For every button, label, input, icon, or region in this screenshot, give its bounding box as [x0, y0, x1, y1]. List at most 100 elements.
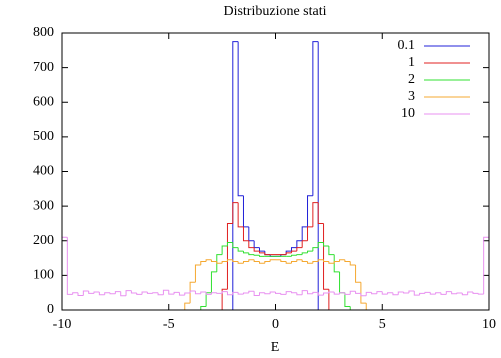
legend-label: 10 — [401, 106, 415, 121]
histogram-step — [339, 292, 345, 295]
histogram-step — [226, 259, 233, 262]
histogram-step — [210, 271, 217, 293]
histogram-step — [248, 226, 255, 242]
histogram-step — [296, 259, 303, 262]
histogram-step — [307, 226, 313, 241]
y-tick-label: 100 — [33, 268, 54, 283]
histogram-step — [221, 261, 228, 264]
histogram-step — [355, 264, 361, 283]
histogram-step — [258, 292, 265, 296]
histogram-step — [307, 261, 313, 264]
histogram-step — [312, 291, 319, 294]
histogram-step — [349, 306, 356, 311]
histogram-step — [467, 291, 473, 295]
histogram-step — [173, 291, 180, 295]
histogram-step — [323, 242, 329, 247]
y-tick-label: 300 — [33, 198, 54, 213]
histogram-step — [258, 255, 265, 257]
histogram-step — [392, 292, 399, 296]
histogram-step — [291, 254, 297, 257]
histogram-step — [413, 290, 420, 296]
histogram-step — [226, 222, 233, 290]
histogram-step — [328, 291, 335, 294]
histogram-step — [307, 250, 313, 253]
histogram-step — [381, 291, 388, 295]
histogram-step — [291, 247, 297, 252]
histogram-step — [136, 293, 143, 295]
histogram-step — [258, 247, 265, 252]
legend-label: 3 — [408, 89, 415, 104]
histogram-step — [371, 292, 377, 295]
histogram-step — [200, 261, 207, 265]
histogram-step — [88, 290, 95, 294]
histogram-step — [194, 290, 201, 295]
y-tick-label: 400 — [33, 164, 54, 179]
histogram-step — [269, 259, 276, 262]
histogram-step — [237, 292, 244, 295]
y-tick-label: 200 — [33, 233, 54, 248]
histogram-step — [307, 290, 313, 295]
histogram-step — [376, 291, 383, 294]
histogram-step — [66, 237, 73, 295]
histogram-step — [242, 226, 249, 242]
y-tick-label: 500 — [33, 129, 54, 144]
histogram-step — [296, 240, 303, 248]
histogram-step — [210, 292, 217, 295]
histogram-step — [253, 291, 260, 296]
histogram-step — [333, 261, 340, 264]
histogram-step — [253, 259, 260, 263]
histogram-step — [317, 259, 324, 262]
histogram-step — [232, 41, 239, 310]
histogram-step — [328, 261, 335, 264]
histogram-step — [253, 254, 260, 256]
histogram-step — [472, 291, 479, 294]
histogram-step — [237, 202, 244, 228]
histogram-step — [61, 236, 68, 310]
histogram-step — [162, 289, 169, 295]
histogram-step — [355, 291, 361, 294]
histogram-step — [168, 290, 175, 295]
histogram-step — [194, 264, 201, 283]
histogram-step — [237, 261, 244, 264]
histogram-step — [483, 236, 489, 295]
histogram-step — [130, 290, 137, 294]
histogram-step — [307, 195, 313, 227]
histogram-step — [264, 261, 271, 264]
histogram-step — [349, 290, 356, 295]
histogram-step — [232, 202, 239, 224]
y-tick-label: 700 — [33, 60, 54, 75]
histogram-step — [296, 254, 303, 256]
histogram-step — [120, 291, 127, 297]
histogram-step — [269, 291, 276, 294]
histogram-step — [285, 291, 292, 295]
histogram-step — [216, 292, 223, 294]
histogram-step — [146, 291, 153, 294]
histogram-step — [237, 247, 244, 252]
histogram-step — [114, 291, 121, 294]
histogram-step — [360, 282, 367, 304]
histogram-step — [200, 291, 207, 294]
histogram-step — [296, 247, 303, 252]
histogram-step — [317, 241, 324, 248]
legend-label: 0.1 — [398, 38, 416, 53]
histogram-step — [221, 291, 228, 294]
histogram-step — [242, 195, 249, 228]
histogram-step — [109, 292, 116, 295]
plot-frame — [61, 32, 490, 311]
histogram-step — [280, 293, 287, 295]
histogram-step — [403, 291, 409, 294]
histogram-step — [232, 259, 239, 263]
histogram-step — [285, 261, 292, 264]
histogram-step — [344, 259, 351, 263]
histogram-step — [312, 41, 319, 196]
histogram-step — [301, 259, 308, 263]
histogram-step — [248, 290, 255, 294]
histogram-step — [365, 291, 372, 296]
histogram-step — [242, 292, 249, 295]
histogram-step — [435, 292, 441, 295]
histogram-step — [280, 259, 287, 263]
histogram-step — [248, 240, 255, 249]
histogram-step — [312, 202, 319, 227]
histogram-step — [301, 226, 308, 241]
histogram-step — [291, 291, 297, 294]
